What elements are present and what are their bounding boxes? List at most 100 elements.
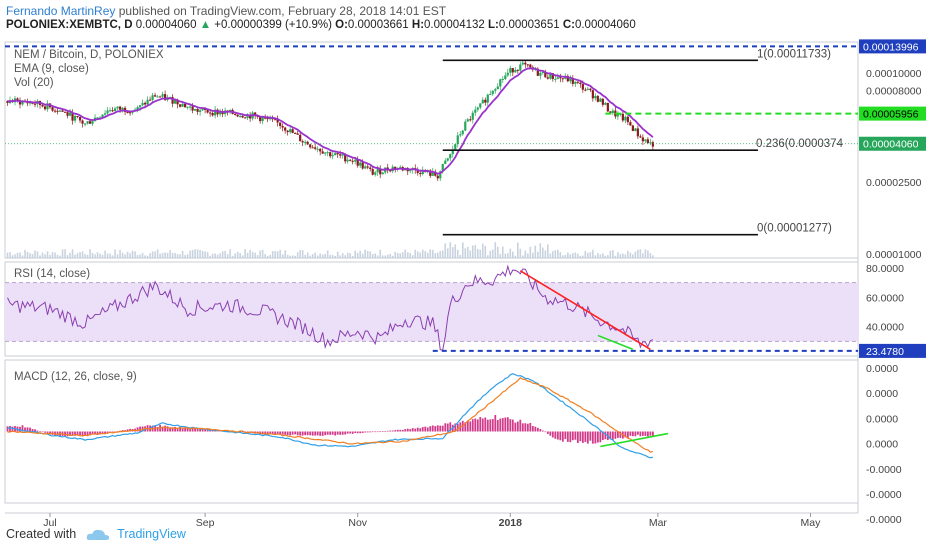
volume-bar xyxy=(51,252,54,258)
histogram-bar xyxy=(86,431,89,437)
histogram-bar xyxy=(406,428,409,432)
histogram-bar xyxy=(211,429,214,432)
ema-legend: EMA (9, close) xyxy=(14,63,89,75)
volume-bar xyxy=(136,255,139,258)
green-level-tag: 0.00005956 xyxy=(859,106,926,121)
histogram-bar xyxy=(391,430,394,432)
volume-bar xyxy=(126,251,129,258)
histogram-bar xyxy=(361,431,364,433)
volume-bar xyxy=(159,253,161,258)
histogram-bar xyxy=(491,419,494,432)
candle-body xyxy=(194,109,197,111)
volume-bar xyxy=(156,249,159,258)
histogram-bar xyxy=(306,431,309,436)
volume-bar xyxy=(19,252,21,258)
candle-body xyxy=(239,115,242,117)
volume-bar xyxy=(314,252,316,258)
histogram-bar xyxy=(639,431,642,437)
candle-body xyxy=(184,103,187,108)
time-tick-label: Jul xyxy=(43,517,56,529)
volume-bar xyxy=(221,251,224,258)
volume-bar xyxy=(567,252,569,258)
candle-body xyxy=(591,90,594,99)
candle-body xyxy=(569,78,572,82)
volume-bar xyxy=(119,249,121,258)
candle-body xyxy=(521,62,524,65)
volume-bar xyxy=(552,251,554,258)
candle-body xyxy=(138,105,142,108)
volume-bar xyxy=(91,252,94,258)
histogram-bar xyxy=(104,431,106,434)
histogram-bar xyxy=(376,431,379,433)
green-level-tag-text: 0.00005956 xyxy=(863,109,919,121)
histogram-bar xyxy=(304,431,307,436)
histogram-bar xyxy=(156,426,159,432)
volume-bar xyxy=(266,255,269,258)
volume-bar xyxy=(6,252,9,258)
histogram-bar xyxy=(344,431,347,435)
green-level-tag-bg xyxy=(859,106,926,121)
histogram-bar xyxy=(449,422,452,432)
volume-bar xyxy=(532,252,534,258)
volume-bar xyxy=(474,245,477,258)
volume-bar xyxy=(592,249,594,258)
volume-bar xyxy=(129,253,131,258)
volume-bar xyxy=(537,251,539,258)
rsi-value-tag-text: 23.4780 xyxy=(866,346,904,358)
candle-body xyxy=(454,144,457,150)
histogram-bar xyxy=(324,431,327,436)
histogram-bar xyxy=(69,431,71,436)
histogram-bar xyxy=(161,427,164,432)
volume-bar xyxy=(594,255,597,258)
candle-body xyxy=(143,102,147,105)
volume-bar xyxy=(379,249,382,258)
volume-bar xyxy=(584,250,587,258)
low-value: 0.00003651 xyxy=(498,19,560,31)
candle-body xyxy=(269,118,272,120)
histogram-bar xyxy=(194,428,197,432)
fib-label: 0.236(0.0000374 xyxy=(756,138,844,150)
candle-body xyxy=(594,96,597,99)
volume-bar xyxy=(439,251,442,258)
histogram-bar xyxy=(74,431,76,436)
histogram-bar xyxy=(381,431,384,432)
histogram-bar xyxy=(141,426,144,432)
volume-bar xyxy=(441,250,444,258)
histogram-bar xyxy=(454,423,457,432)
volume-bar xyxy=(261,249,264,258)
histogram-bar xyxy=(411,428,414,432)
candle-body xyxy=(206,110,209,113)
volume-bar xyxy=(176,254,179,258)
histogram-bar xyxy=(346,431,349,434)
candle-body xyxy=(309,144,312,148)
volume-bar xyxy=(366,250,369,258)
macd-trendline-green xyxy=(600,432,669,448)
histogram-bar xyxy=(326,431,329,435)
candle-body xyxy=(504,75,507,80)
resistance-tag-bg xyxy=(859,39,926,54)
tradingview-link[interactable]: TradingView xyxy=(117,527,186,541)
price-tick-label: 0.00001000 xyxy=(866,249,922,261)
volume-bar xyxy=(259,250,261,258)
symbol-label: POLONIEX:XEMBTC, D xyxy=(6,19,133,31)
candle-body xyxy=(601,98,604,105)
histogram-bar xyxy=(536,427,539,432)
volume-bar xyxy=(529,246,532,258)
histogram-bar xyxy=(274,431,277,435)
candle-body xyxy=(381,172,384,175)
author-link[interactable]: Fernando MartinRey xyxy=(6,4,116,18)
candle-body xyxy=(459,134,462,136)
histogram-bar xyxy=(581,431,584,443)
candle-body xyxy=(326,152,329,154)
histogram-bar xyxy=(334,431,337,436)
volume-bar xyxy=(637,249,639,258)
volume-bar xyxy=(416,251,419,258)
histogram-bar xyxy=(526,423,529,432)
candle-body xyxy=(409,169,412,172)
histogram-bar xyxy=(81,431,84,437)
histogram-bar xyxy=(594,431,597,444)
candle-body xyxy=(446,158,449,161)
candle-body xyxy=(196,109,199,112)
volume-bar xyxy=(544,250,547,258)
